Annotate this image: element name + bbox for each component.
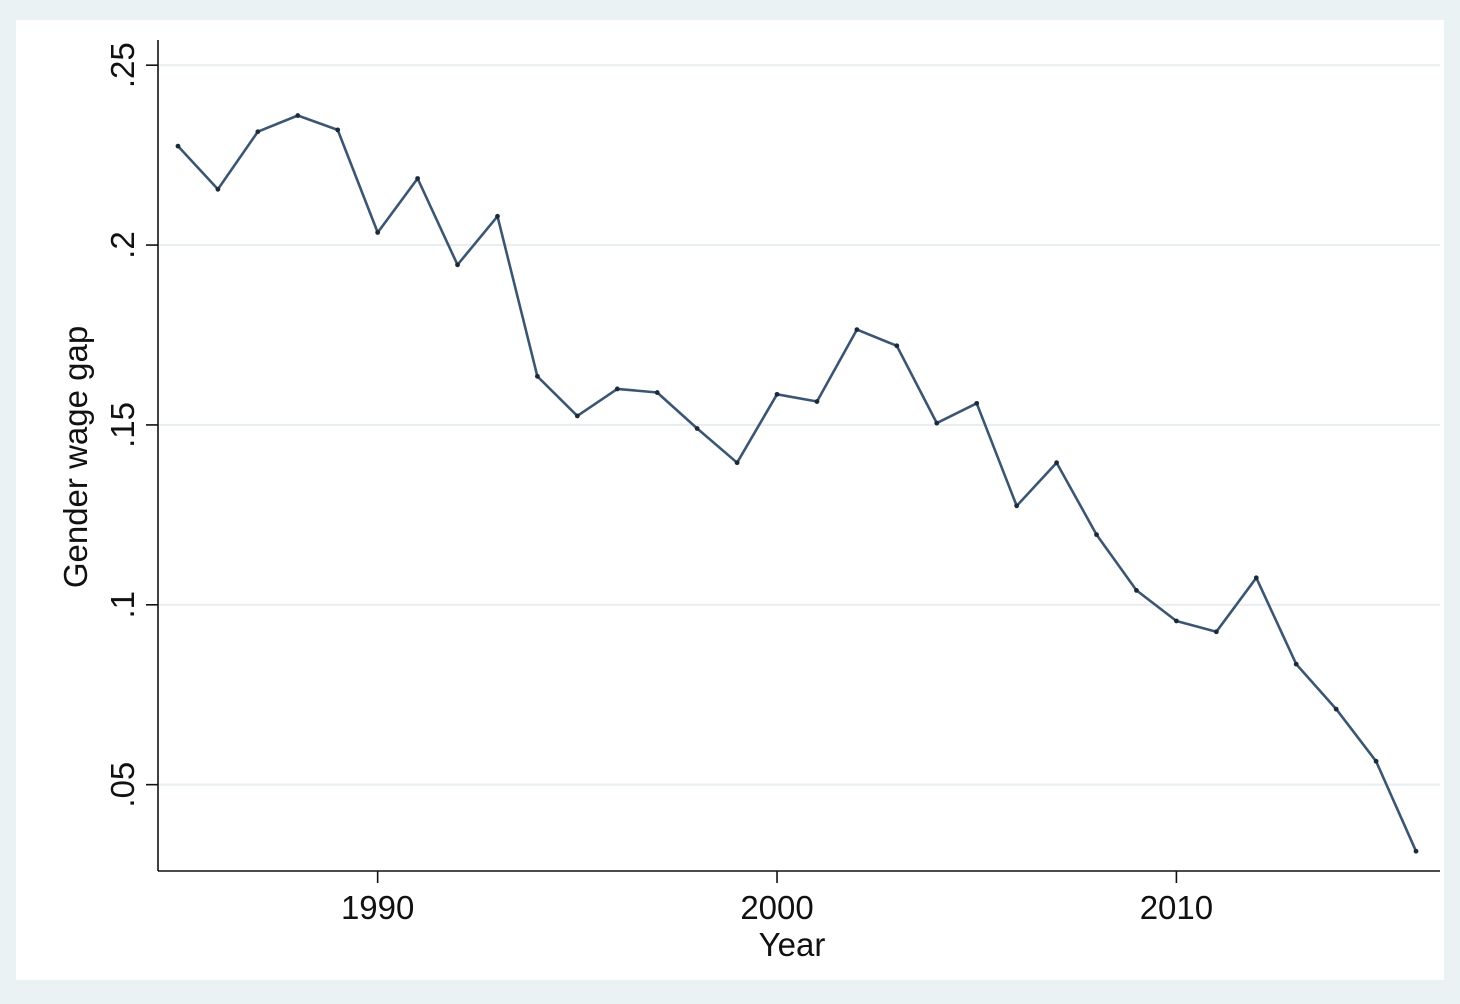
data-point bbox=[774, 391, 780, 397]
data-point bbox=[495, 213, 500, 219]
data-point bbox=[455, 262, 460, 268]
data-point bbox=[295, 113, 301, 118]
data-point bbox=[255, 129, 261, 135]
y-tick-label: .05 bbox=[104, 762, 141, 808]
data-point bbox=[894, 343, 900, 349]
data-point bbox=[614, 386, 620, 392]
gridlines bbox=[159, 64, 1440, 786]
series bbox=[175, 113, 1419, 854]
y-tick-label: .15 bbox=[104, 402, 141, 448]
plot-background bbox=[16, 20, 1444, 980]
y-tick-label: .1 bbox=[104, 591, 141, 619]
data-point bbox=[734, 460, 740, 466]
data-point bbox=[974, 400, 980, 406]
series-line bbox=[176, 114, 1418, 853]
data-point bbox=[694, 426, 700, 431]
x-tick-label: 2010 bbox=[1140, 889, 1213, 926]
data-point bbox=[335, 127, 341, 133]
y-tick-label: .25 bbox=[104, 42, 141, 88]
data-point bbox=[375, 230, 381, 235]
data-point bbox=[1373, 758, 1379, 764]
data-point bbox=[175, 143, 181, 149]
data-point bbox=[415, 176, 420, 181]
data-point bbox=[1213, 629, 1219, 635]
data-point bbox=[1333, 706, 1339, 712]
data-point bbox=[215, 186, 221, 192]
data-point bbox=[1293, 661, 1299, 667]
data-point bbox=[814, 399, 820, 404]
data-point bbox=[1174, 618, 1179, 624]
ticks: .05 .1 .15 .2 .25 1990 2000 2010 bbox=[104, 42, 1213, 926]
axes bbox=[157, 40, 1440, 872]
data-point bbox=[934, 420, 940, 426]
data-point bbox=[654, 390, 660, 395]
x-axis-label: Year bbox=[759, 926, 826, 963]
data-point bbox=[1134, 588, 1139, 593]
x-tick-label: 1990 bbox=[341, 889, 414, 926]
data-point bbox=[574, 413, 580, 419]
data-point bbox=[854, 327, 860, 332]
data-point bbox=[535, 373, 540, 379]
y-tick-label: .2 bbox=[104, 231, 141, 259]
data-point bbox=[1014, 503, 1020, 509]
data-point bbox=[1413, 848, 1419, 854]
data-point bbox=[1054, 460, 1059, 466]
x-tick-label: 2000 bbox=[740, 889, 813, 926]
y-axis-label: Gender wage gap bbox=[57, 326, 94, 588]
data-point bbox=[1253, 575, 1259, 581]
data-point bbox=[1094, 532, 1099, 538]
